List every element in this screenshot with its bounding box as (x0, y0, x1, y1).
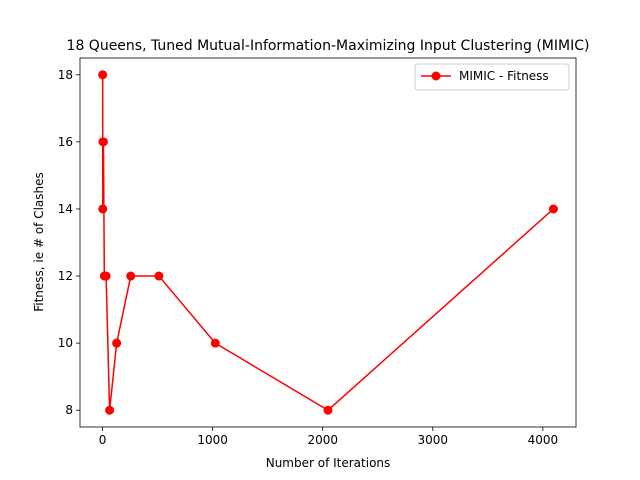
data-point (154, 271, 164, 281)
data-point (548, 204, 558, 214)
y-axis-label: Fitness, ie # of Clashes (32, 172, 46, 312)
series-layer (98, 70, 558, 415)
y-tick-label: 10 (58, 336, 73, 350)
x-tick-label: 4000 (528, 433, 559, 447)
x-tick-label: 0 (99, 433, 107, 447)
chart-title: 18 Queens, Tuned Mutual-Information-Maxi… (67, 38, 590, 54)
data-point (101, 271, 111, 281)
legend-marker-swatch (431, 71, 441, 81)
data-point (112, 338, 122, 348)
x-tick-label: 2000 (307, 433, 338, 447)
data-point (126, 271, 136, 281)
y-tick-label: 14 (58, 202, 73, 216)
x-tick-label: 1000 (197, 433, 228, 447)
data-point (210, 338, 220, 348)
x-axis-label: Number of Iterations (266, 456, 391, 470)
data-point (98, 70, 108, 80)
legend-label: MIMIC - Fitness (459, 69, 549, 83)
data-point (105, 405, 115, 415)
plot-background (80, 58, 576, 427)
legend-box (414, 63, 570, 91)
y-tick-label: 16 (58, 135, 73, 149)
y-tick-label: 12 (58, 269, 73, 283)
y-tick-label: 18 (58, 68, 73, 82)
data-point (98, 204, 108, 214)
data-point (323, 405, 333, 415)
y-tick-label: 8 (65, 403, 73, 417)
data-point (98, 137, 108, 147)
legend: MIMIC - Fitness (414, 63, 570, 91)
x-tick-label: 3000 (418, 433, 449, 447)
plot-area (80, 58, 576, 427)
axis-ticks: 0 1000 2000 3000 4000 8 10 12 14 16 18 (58, 68, 558, 447)
axes-frame (79, 57, 577, 428)
